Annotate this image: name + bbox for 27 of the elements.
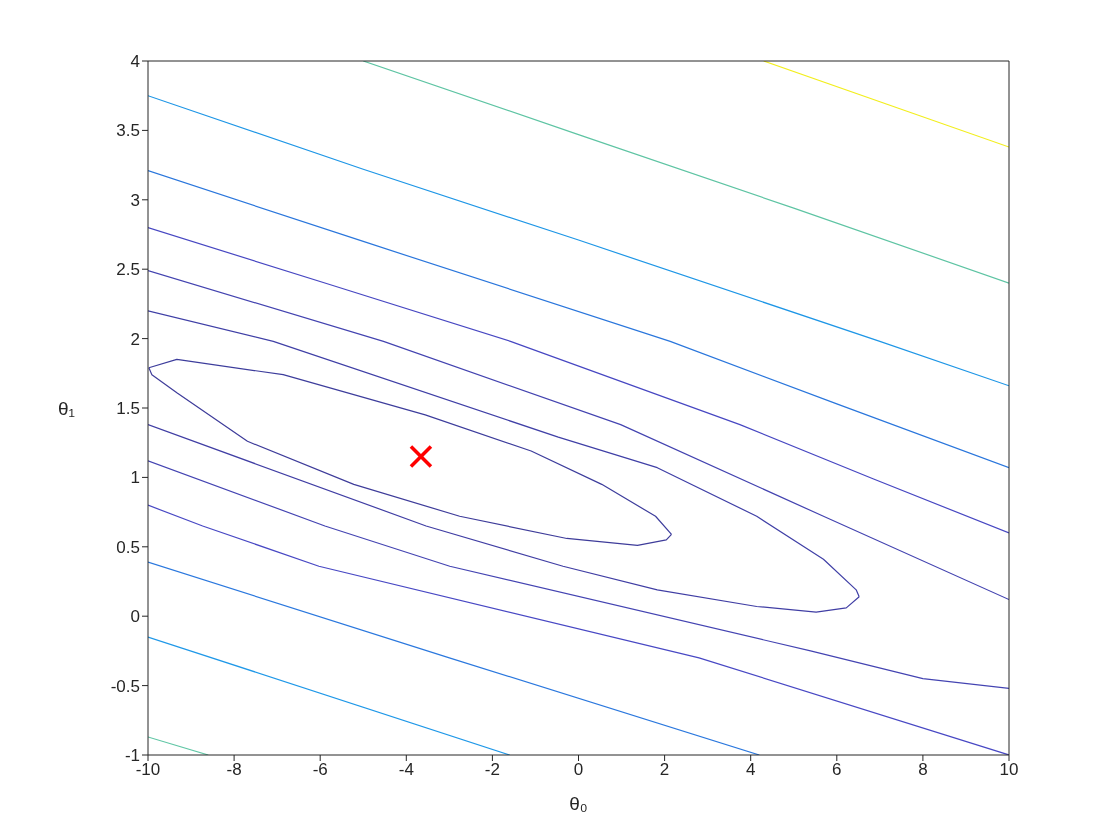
line-series [148,95,1009,387]
y-tick-label: 0 [130,607,140,627]
y-tick-label: -0.5 [110,676,140,696]
x-tick-label: 2 [659,760,670,780]
y-tick-label: 1.5 [116,399,140,419]
x-tick-label: 0 [573,760,584,780]
y-axis-title: θ₁ [58,397,75,419]
x-tick-label: 4 [745,760,756,780]
line-series [148,269,1009,601]
x-tick-label: -4 [398,760,414,780]
line-series [148,226,1009,534]
y-tick-label: 3 [130,190,140,210]
y-tick-label: 4 [130,52,140,72]
x-tick-label: -6 [312,760,328,780]
y-tick-label: 1 [130,468,140,488]
x-tick-label: 8 [918,760,928,780]
y-tick-label: 2.5 [116,260,140,280]
y-tick-label: 0.5 [116,537,140,557]
line-series [148,170,1009,469]
x-tick-label: 10 [999,760,1019,780]
x-tick-label: -8 [226,760,242,780]
y-tick-label: 2 [130,329,140,349]
x-tick-label: -2 [484,760,500,780]
x-axis-title: θ₀ [569,793,588,814]
x-tick-label: 6 [832,760,842,780]
y-tick-label: 3.5 [116,121,140,141]
line-series [148,460,1009,689]
